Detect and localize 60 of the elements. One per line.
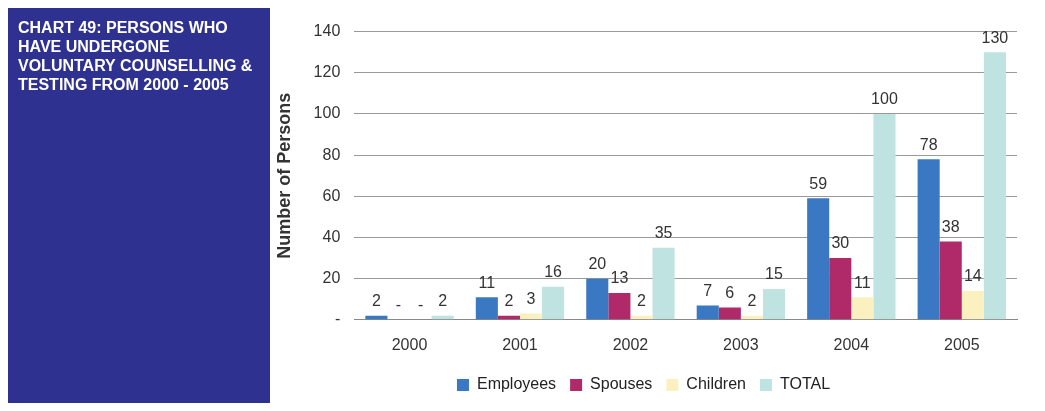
bar	[608, 293, 631, 320]
y-tick-label: -	[334, 310, 341, 328]
data-label: 2	[747, 292, 757, 310]
bar	[586, 278, 609, 320]
data-label: 13	[610, 269, 629, 287]
bar	[851, 297, 874, 320]
y-tick-label: 40	[322, 227, 341, 245]
data-label: 2	[371, 292, 381, 310]
data-label: 15	[765, 265, 784, 283]
data-label: -	[417, 296, 424, 314]
data-label: 7	[703, 281, 713, 299]
data-label: 35	[654, 224, 673, 242]
bar	[652, 247, 675, 320]
data-label: 30	[831, 234, 850, 252]
bar	[762, 288, 786, 320]
x-tick-label: 2002	[612, 335, 649, 353]
data-label: 2	[504, 292, 514, 310]
x-tick-label: 2005	[943, 335, 980, 353]
bar	[718, 307, 741, 320]
x-tick-label: 2000	[391, 335, 428, 353]
legend-label: TOTAL	[779, 375, 831, 393]
y-tick-label: 120	[313, 63, 341, 81]
bar	[961, 290, 984, 320]
data-label: 2	[637, 292, 647, 310]
data-label: 59	[809, 174, 828, 192]
data-label: 6	[725, 283, 735, 301]
data-label: 130	[981, 28, 1009, 46]
bar	[873, 113, 896, 320]
bar	[807, 198, 830, 320]
y-tick-label: 140	[313, 22, 341, 40]
bar	[939, 241, 962, 320]
bar	[696, 305, 719, 320]
data-label: 2	[438, 292, 448, 310]
data-label: 11	[854, 273, 871, 291]
data-label: 38	[941, 217, 960, 235]
bar	[542, 286, 565, 320]
y-tick-label: 20	[322, 269, 341, 287]
data-label: 78	[919, 135, 938, 153]
text: CHART 49: PERSONS WHO HAVE UNDERGONE VOLUNTARY COUNSELLING & TESTING FROM 2000 - 2005	[8, 8, 270, 403]
x-tick-label: 2001	[502, 335, 538, 353]
data-label: 20	[588, 255, 607, 273]
legend-label: Children	[686, 375, 746, 393]
data-label: 11	[478, 273, 496, 291]
bar	[983, 52, 1006, 320]
x-tick-label: 2003	[723, 335, 759, 353]
data-label: 16	[544, 263, 563, 281]
data-label: 100	[871, 90, 898, 108]
y-tick-label: 100	[313, 104, 341, 122]
y-tick-label: 60	[322, 186, 341, 204]
bar	[917, 159, 940, 320]
y-axis-title: Number of Persons	[273, 92, 294, 259]
bar	[475, 297, 498, 320]
y-tick-label: 80	[322, 145, 341, 163]
bar	[829, 258, 852, 320]
legend-label: Employees	[476, 375, 557, 393]
data-label: -	[395, 296, 402, 314]
data-label: 3	[526, 290, 536, 308]
x-tick-label: 2004	[833, 335, 870, 353]
data-label: 14	[963, 267, 982, 285]
legend-label: Spouses	[590, 375, 653, 393]
